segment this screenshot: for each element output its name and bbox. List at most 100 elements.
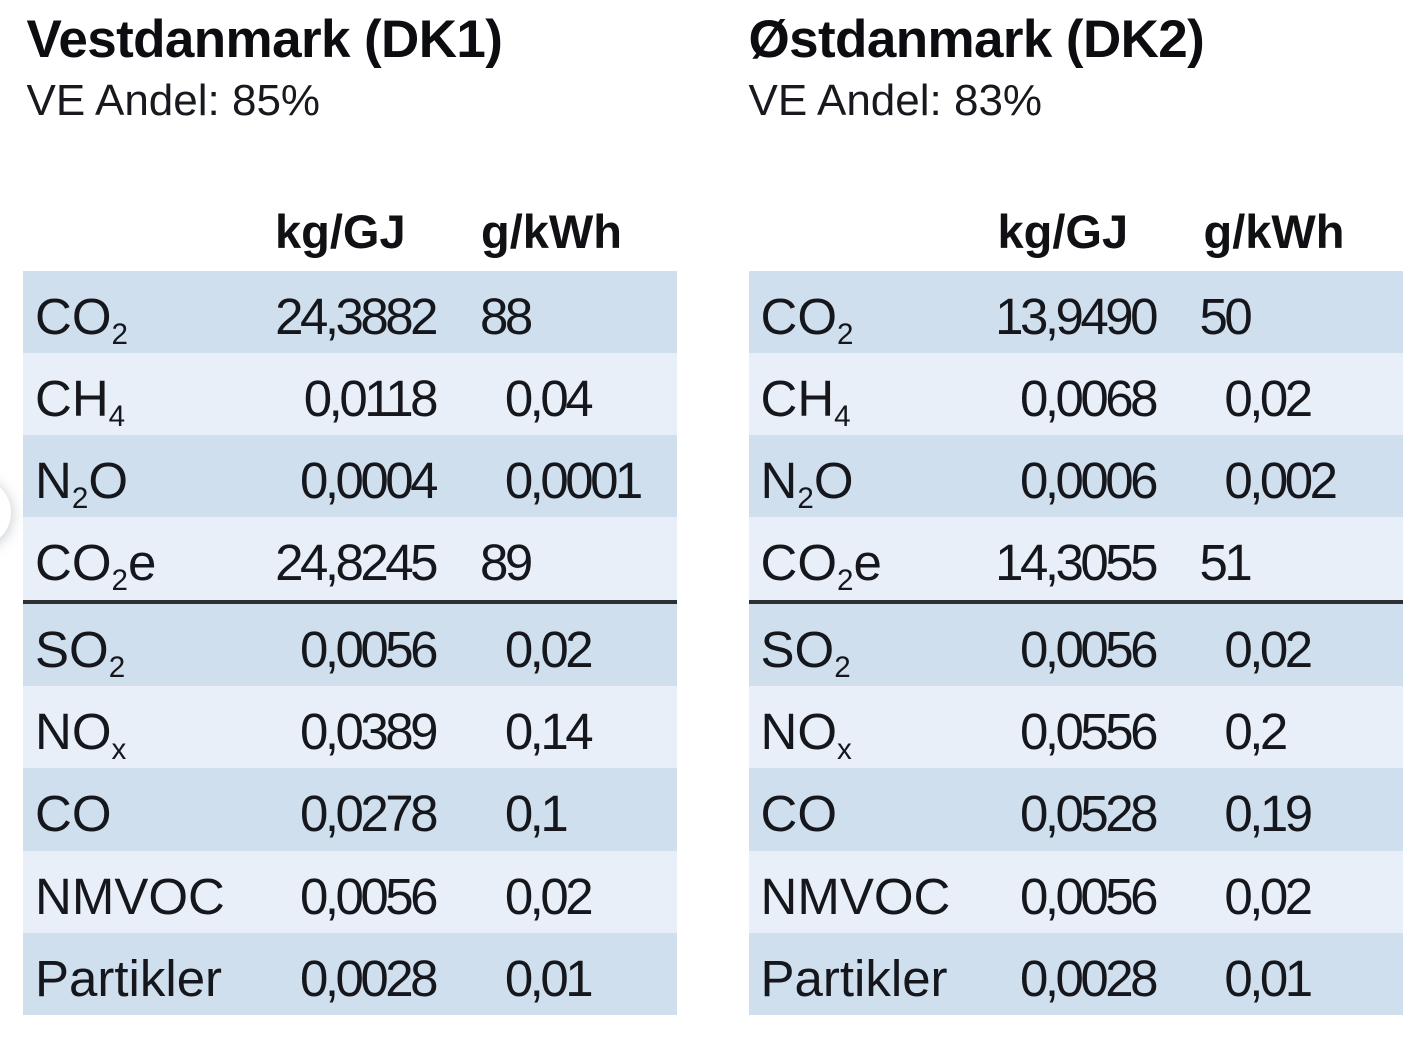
column-header-g-kwh: g/kWh: [1203, 205, 1345, 258]
table-title-ostdanmark: Østdanmark (DK2): [748, 10, 1205, 69]
value-g-kwh: 0,0100: [505, 953, 640, 1004]
row-label: CO: [35, 785, 112, 843]
table-row: Partikler 0,0028 0,0100: [23, 932, 677, 1016]
row-label: NOx: [35, 702, 127, 766]
value-kg-gj: 0,0004: [300, 452, 439, 510]
value-g-kwh: 0,002: [1224, 455, 1338, 506]
column-header-kg-gj: kg/GJ: [997, 205, 1129, 258]
value-kg-gj: 0,0028: [1020, 949, 1159, 1007]
value-kg-gj: 0,0006: [1020, 452, 1159, 510]
value-g-kwh: 0,190: [1224, 788, 1334, 839]
table-row: NOx 0,0389 0,1400: [23, 685, 677, 769]
value-g-kwh-text: 0,14: [504, 702, 594, 760]
value-kg-gj: 24,3882: [275, 287, 438, 345]
value-g-kwh-text: 0,02: [504, 620, 594, 678]
row-label: SO2: [760, 620, 851, 684]
table-title-vestdanmark: Vestdanmark (DK1): [26, 10, 503, 69]
value-kg-gj: 0,0068: [1020, 369, 1159, 427]
row-label-subscript: 2: [71, 482, 89, 516]
value-kg-gj: 13,9490: [995, 287, 1158, 345]
table-panel-ostdanmark: Østdanmark (DK2) VE Andel: 83% kg/GJ g/k…: [748, 0, 1403, 1039]
value-kg-gj: 0,0278: [300, 785, 439, 843]
table-body: CO213,949050,000CH40,00680,020N2O0,00060…: [748, 270, 1403, 1016]
value-kg-gj: 0,0056: [300, 620, 439, 678]
value-g-kwh-text: 0,02: [1224, 369, 1313, 427]
value-g-kwh: 0,0200: [505, 624, 640, 675]
decimal-align-pad: 0: [1310, 370, 1335, 427]
table-row: CO2e 14,3055 51,000: [748, 517, 1403, 604]
row-label-subscript: 2: [108, 650, 126, 684]
value-g-kwh-text: 0,04: [504, 369, 594, 427]
row-label: N2O: [760, 452, 854, 516]
row-label: CO2: [35, 287, 128, 351]
table-row: CH4 0,0118 0,0400: [23, 352, 677, 436]
table-row: CO2 24,3882 88,0000: [23, 270, 677, 353]
table-body: CO224,388288,0000CH40,01180,0400N2O0,000…: [23, 270, 677, 1016]
decimal-align-pad: 0: [1310, 621, 1335, 678]
value-g-kwh: 0,020: [1224, 871, 1334, 922]
table-row: SO2 0,0056 0,020: [748, 603, 1403, 686]
row-label-subscript: 2: [797, 482, 814, 516]
value-g-kwh-text: 0,1: [504, 785, 569, 843]
value-g-kwh: 0,1000: [505, 788, 640, 839]
value-g-kwh: 0,010: [1224, 953, 1334, 1004]
row-label-subscript: 2: [111, 317, 128, 351]
table-row: N2O 0,0006 0,002: [748, 435, 1403, 518]
decimal-align-pad: ,0000: [530, 534, 640, 591]
row-label: SO2: [35, 620, 126, 684]
row-label: N2O: [35, 452, 128, 516]
value-g-kwh: 0,1400: [505, 706, 640, 757]
value-kg-gj: 0,0056: [300, 867, 439, 925]
row-label-subscript: 2: [111, 564, 128, 598]
decimal-align-pad: 0: [1310, 950, 1335, 1007]
carousel-prev-button[interactable]: [0, 478, 11, 547]
value-kg-gj: 0,0556: [1020, 702, 1159, 760]
value-g-kwh-text: 51: [1199, 534, 1253, 592]
value-g-kwh: 88,0000: [480, 291, 640, 342]
row-label: CO2e: [760, 534, 882, 598]
table-row: Partikler 0,0028 0,010: [748, 932, 1403, 1016]
row-label-subscript: 2: [834, 650, 851, 684]
table-row: CO 0,0278 0,1000: [23, 768, 677, 851]
table-subtitle-vestdanmark: VE Andel: 85%: [26, 76, 321, 125]
row-label: NOx: [760, 702, 852, 766]
value-g-kwh: 0,020: [1224, 624, 1334, 675]
value-kg-gj: 0,0389: [300, 702, 439, 760]
row-label-subscript: 2: [837, 564, 854, 598]
row-label: NMVOC: [35, 867, 225, 925]
row-label: CO2e: [35, 534, 157, 598]
value-g-kwh: 51,000: [1200, 537, 1335, 588]
value-g-kwh-text: 0,19: [1224, 785, 1313, 843]
value-g-kwh-text: 0,01: [504, 949, 594, 1007]
row-label: Partikler: [35, 949, 223, 1007]
row-label-subscript: 4: [108, 399, 126, 433]
value-g-kwh-text: 88: [479, 287, 533, 345]
value-kg-gj: 0,0056: [1020, 867, 1159, 925]
table-subtitle-ostdanmark: VE Andel: 83%: [748, 76, 1043, 125]
decimal-align-pad: 00: [1285, 703, 1335, 760]
value-g-kwh-text: 0,02: [1224, 867, 1313, 925]
table-row: NOx 0,0556 0,200: [748, 685, 1403, 769]
column-header-g-kwh: g/kWh: [481, 205, 622, 258]
value-g-kwh-text: 0,002: [1224, 452, 1338, 510]
value-g-kwh: 50,000: [1200, 291, 1335, 342]
decimal-align-pad: 00: [590, 950, 640, 1007]
value-g-kwh: 0,0001: [505, 455, 644, 506]
table-row: CO2 13,9490 50,000: [748, 270, 1403, 353]
table-row: CO2e 24,8245 89,0000: [23, 517, 677, 604]
decimal-align-pad: 00: [590, 703, 640, 760]
table-row: CO 0,0528 0,190: [748, 768, 1403, 851]
decimal-align-pad: 00: [590, 621, 640, 678]
decimal-align-pad: 0: [1310, 785, 1335, 842]
table-row: NMVOC 0,0056 0,020: [748, 850, 1403, 933]
value-kg-gj: 14,3055: [995, 534, 1158, 592]
table-panel-vestdanmark: Vestdanmark (DK1) VE Andel: 85% kg/GJ g/…: [23, 0, 677, 1039]
row-label-subscript: x: [111, 732, 127, 766]
table-row: SO2 0,0056 0,0200: [23, 603, 677, 686]
decimal-align-pad: ,000: [1249, 288, 1334, 345]
row-label: Partikler: [760, 949, 948, 1007]
row-label: CH4: [35, 369, 126, 433]
decimal-align-pad: 0: [1310, 868, 1335, 925]
decimal-align-pad: 00: [590, 370, 640, 427]
